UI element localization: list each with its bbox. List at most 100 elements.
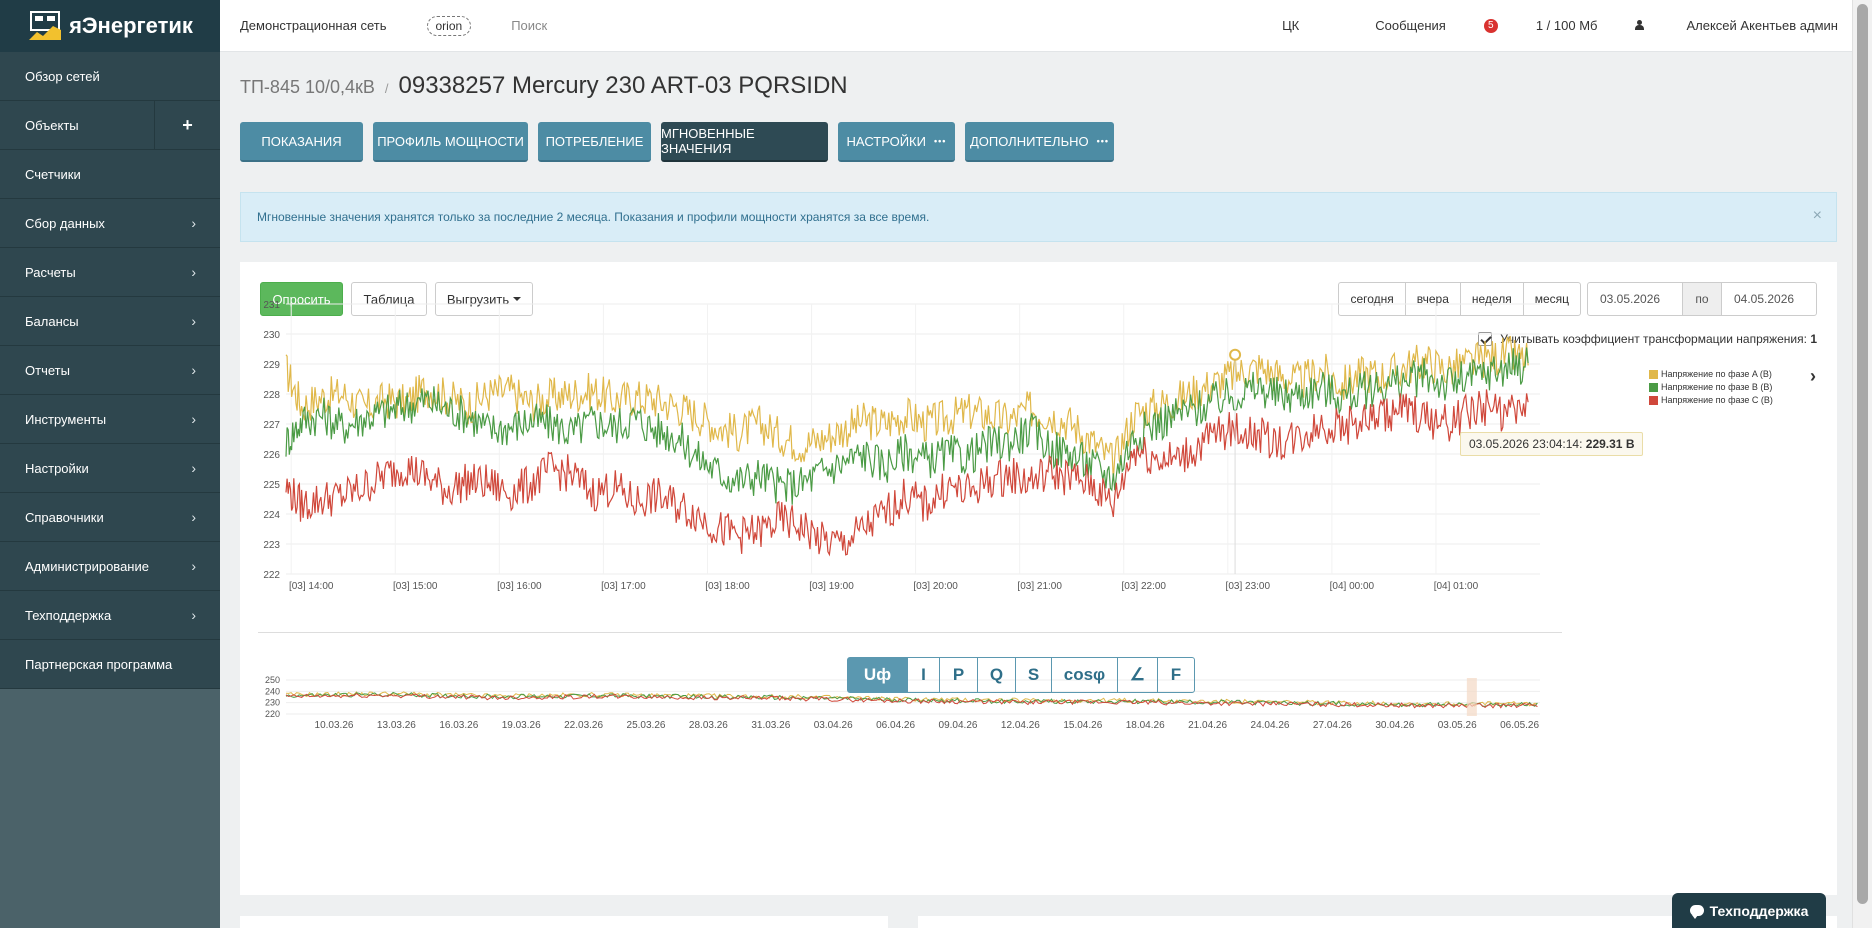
network-selector[interactable]: Демонстрационная сеть <box>240 18 387 33</box>
divider <box>258 632 1562 633</box>
add-object-button[interactable]: + <box>154 101 220 149</box>
export-label: Выгрузить <box>446 291 510 307</box>
sidebar-item-label: Сбор данных <box>25 215 105 231</box>
param-button-0[interactable]: Uф <box>848 658 908 692</box>
param-button-1[interactable]: I <box>908 658 940 692</box>
range-week-button[interactable]: неделя <box>1459 282 1523 316</box>
sidebar-item-label: Администрирование <box>25 558 149 574</box>
logo[interactable]: яЭнергетик <box>0 0 220 52</box>
x-tick-label: [03] 17:00 <box>601 581 646 592</box>
legend-item-b[interactable]: Напряжение по фазе B (В) <box>1649 381 1773 394</box>
y-tick-label: 231 <box>263 300 280 311</box>
nav-x-tick-label: 22.03.26 <box>564 720 603 731</box>
param-button-4[interactable]: S <box>1016 658 1052 692</box>
voltage-chart[interactable]: 222 223 224 225 226 227 228 229 230 231 [03] 14:00… <box>240 262 1837 895</box>
messages-label: Сообщения <box>1375 17 1446 33</box>
sidebar-item-9[interactable]: Справочники › <box>0 493 220 542</box>
tab-2[interactable]: ПОТРЕБЛЕНИЕ <box>538 122 651 162</box>
support-button[interactable]: Техподдержка <box>1672 893 1826 928</box>
sidebar-item-label: Настройки <box>25 460 89 476</box>
scrollbar[interactable] <box>1852 0 1872 928</box>
tab-bar: ПОКАЗАНИЯ ПРОФИЛЬ МОЩНОСТИ ПОТРЕБЛЕНИЕ МГНО… <box>240 122 1114 162</box>
legend-label-b: Напряжение по фазе B (В) <box>1661 382 1773 392</box>
sidebar-item-12[interactable]: Партнерская программа <box>0 640 220 689</box>
sidebar-item-10[interactable]: Администрирование › <box>0 542 220 591</box>
info-alert: Мгновенные значения хранятся только за п… <box>240 192 1837 242</box>
more-dots-icon: ••• <box>1096 136 1110 146</box>
range-today-button[interactable]: сегодня <box>1338 282 1405 316</box>
sidebar-item-0[interactable]: Обзор сетей <box>0 52 220 101</box>
export-button[interactable]: Выгрузить <box>435 282 533 316</box>
tab-label: ПРОФИЛЬ МОЩНОСТИ <box>377 133 524 149</box>
nav-selection <box>1466 678 1477 716</box>
sidebar-item-8[interactable]: Настройки › <box>0 444 220 493</box>
legend-item-a[interactable]: Напряжение по фазе A (В) <box>1649 368 1773 381</box>
chevron-right-icon: › <box>191 411 196 427</box>
tab-1[interactable]: ПРОФИЛЬ МОЩНОСТИ <box>373 122 528 162</box>
tab-4[interactable]: НАСТРОЙКИ ••• <box>838 122 955 162</box>
tab-label: ДОПОЛНИТЕЛЬНО <box>969 133 1089 149</box>
chevron-right-icon[interactable]: › <box>1810 366 1816 386</box>
poll-button[interactable]: Опросить <box>260 282 343 316</box>
param-button-2[interactable]: P <box>940 658 978 692</box>
ck-link[interactable]: ЦК <box>1282 18 1300 33</box>
date-to-input[interactable]: 04.05.2026 <box>1721 282 1817 316</box>
bottom-card-right <box>918 916 1837 928</box>
breadcrumb-parent[interactable]: ТП-845 10/0,4кВ <box>240 77 375 97</box>
legend-item-c[interactable]: Напряжение по фазе C (В) <box>1649 394 1773 407</box>
tab-label: МГНОВЕННЫЕ ЗНАЧЕНИЯ <box>661 126 755 156</box>
topbar: Демонстрационная сеть orion Поиск ЦК Соо… <box>220 0 1852 52</box>
param-button-5[interactable]: cosφ <box>1052 658 1118 692</box>
nav-x-tick-label: 06.05.26 <box>1500 720 1539 731</box>
tab-5[interactable]: ДОПОЛНИТЕЛЬНО ••• <box>965 122 1114 162</box>
chart-panel: Опросить Таблица Выгрузить сегодня вчера… <box>240 262 1837 895</box>
sidebar-item-3[interactable]: Сбор данных › <box>0 199 220 248</box>
search-field[interactable]: Поиск <box>511 18 548 33</box>
messages-link[interactable]: Сообщения 5 <box>1337 18 1498 34</box>
chevron-right-icon: › <box>191 509 196 525</box>
range-yesterday-button[interactable]: вчера <box>1404 282 1460 316</box>
nav-x-tick-label: 16.03.26 <box>439 720 478 731</box>
sidebar-item-7[interactable]: Инструменты › <box>0 395 220 444</box>
x-tick-label: [03] 19:00 <box>809 581 854 592</box>
legend-label-c: Напряжение по фазе C (В) <box>1661 395 1773 405</box>
sidebar-item-5[interactable]: Балансы › <box>0 297 220 346</box>
sidebar-item-6[interactable]: Отчеты › <box>0 346 220 395</box>
x-tick-label: [03] 14:00 <box>289 581 334 592</box>
tab-0[interactable]: ПОКАЗАНИЯ <box>240 122 363 162</box>
param-button-6[interactable]: ∠ <box>1118 658 1158 692</box>
series-line-2 <box>285 389 1529 557</box>
y-tick-label: 224 <box>263 510 280 521</box>
y-tick-label: 228 <box>263 390 280 401</box>
nav-x-tick-label: 06.04.26 <box>876 720 915 731</box>
x-tick-label: [03] 21:00 <box>1017 581 1062 592</box>
y-tick-label: 225 <box>263 480 280 491</box>
user-name: Алексей Акентьев админ <box>1686 18 1838 33</box>
x-tick-label: [03] 15:00 <box>393 581 438 592</box>
close-icon[interactable]: × <box>1812 207 1822 224</box>
x-tick-label: [03] 22:00 <box>1121 581 1166 592</box>
sidebar-item-4[interactable]: Расчеты › <box>0 248 220 297</box>
chart-tooltip: 03.05.2026 23:04:14: 229.31 В <box>1460 432 1644 456</box>
nav-x-tick-label: 21.04.26 <box>1188 720 1227 731</box>
param-button-7[interactable]: F <box>1170 665 1182 684</box>
nav-x-tick-label: 18.04.26 <box>1126 720 1165 731</box>
user-menu[interactable]: Алексей Акентьев админ <box>1635 18 1838 33</box>
param-button-3[interactable]: Q <box>978 658 1016 692</box>
sidebar-item-2[interactable]: Счетчики <box>0 150 220 199</box>
date-from-input[interactable]: 03.05.2026 <box>1587 282 1683 316</box>
sidebar-item-label: Партнерская программа <box>25 656 173 672</box>
x-tick-label: [04] 01:00 <box>1434 581 1479 592</box>
sidebar-item-11[interactable]: Техподдержка › <box>0 591 220 640</box>
sidebar-item-1[interactable]: Объекты + <box>0 101 220 150</box>
range-month-button[interactable]: месяц <box>1522 282 1581 316</box>
nav-x-tick-label: 28.03.26 <box>689 720 728 731</box>
network-tag[interactable]: orion <box>426 15 472 36</box>
scrollbar-thumb[interactable] <box>1857 4 1868 904</box>
chevron-right-icon: › <box>191 313 196 329</box>
sidebar-item-label: Инструменты <box>25 411 107 427</box>
table-button[interactable]: Таблица <box>351 282 427 316</box>
x-tick-label: [03] 18:00 <box>705 581 750 592</box>
tab-3[interactable]: МГНОВЕННЫЕ ЗНАЧЕНИЯ <box>661 122 828 162</box>
tooltip-value: 229.31 В <box>1585 437 1635 451</box>
